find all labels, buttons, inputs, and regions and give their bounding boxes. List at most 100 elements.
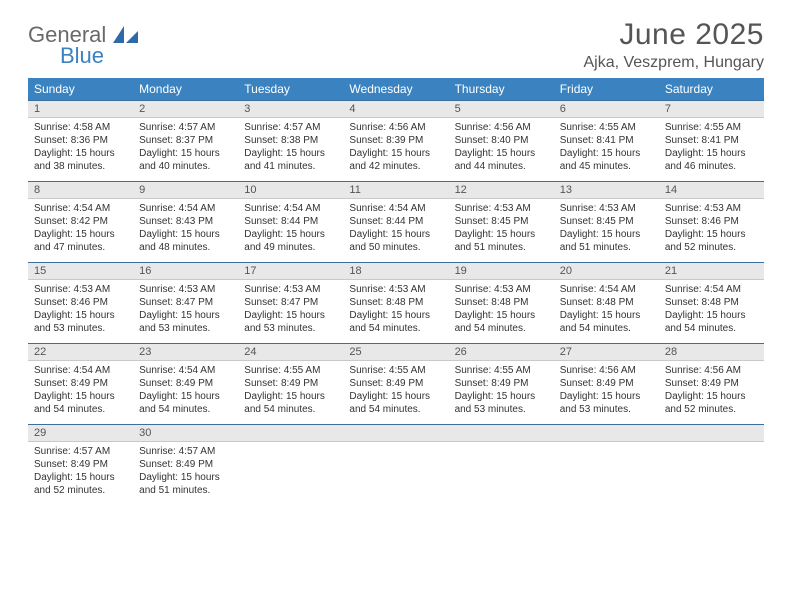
day-details: Sunrise: 4:56 AMSunset: 8:39 PMDaylight:… (343, 118, 448, 182)
day-number: 2 (133, 101, 238, 118)
empty-day-body (449, 442, 554, 506)
day-number: 24 (238, 344, 343, 361)
logo-sail-icon (113, 26, 139, 44)
day-details: Sunrise: 4:56 AMSunset: 8:40 PMDaylight:… (449, 118, 554, 182)
daylight-line: Daylight: 15 hours and 54 minutes. (139, 390, 232, 416)
day-details: Sunrise: 4:54 AMSunset: 8:44 PMDaylight:… (343, 199, 448, 263)
sunset-line: Sunset: 8:42 PM (34, 215, 127, 228)
sunset-line: Sunset: 8:46 PM (34, 296, 127, 309)
day-number: 17 (238, 263, 343, 280)
day-number: 1 (28, 101, 133, 118)
day-number: 5 (449, 101, 554, 118)
day-number: 27 (554, 344, 659, 361)
day-details: Sunrise: 4:54 AMSunset: 8:49 PMDaylight:… (133, 361, 238, 425)
day-details: Sunrise: 4:54 AMSunset: 8:48 PMDaylight:… (659, 280, 764, 344)
daylight-line: Daylight: 15 hours and 49 minutes. (244, 228, 337, 254)
weekday-header: Tuesday (238, 78, 343, 101)
empty-day-body (343, 442, 448, 506)
sunrise-line: Sunrise: 4:55 AM (349, 364, 442, 377)
day-body-row: Sunrise: 4:57 AMSunset: 8:49 PMDaylight:… (28, 442, 764, 506)
day-details: Sunrise: 4:53 AMSunset: 8:47 PMDaylight:… (238, 280, 343, 344)
sunrise-line: Sunrise: 4:53 AM (34, 283, 127, 296)
day-number: 25 (343, 344, 448, 361)
sunrise-line: Sunrise: 4:54 AM (139, 364, 232, 377)
day-number: 30 (133, 425, 238, 442)
day-number: 19 (449, 263, 554, 280)
sunrise-line: Sunrise: 4:54 AM (34, 202, 127, 215)
daylight-line: Daylight: 15 hours and 47 minutes. (34, 228, 127, 254)
daylight-line: Daylight: 15 hours and 54 minutes. (34, 390, 127, 416)
sunrise-line: Sunrise: 4:55 AM (560, 121, 653, 134)
day-number: 10 (238, 182, 343, 199)
day-number-row: 891011121314 (28, 182, 764, 199)
day-details: Sunrise: 4:55 AMSunset: 8:49 PMDaylight:… (343, 361, 448, 425)
day-number: 9 (133, 182, 238, 199)
day-number-row: 15161718192021 (28, 263, 764, 280)
header: General Blue June 2025 Ajka, Veszprem, H… (28, 18, 764, 72)
sunrise-line: Sunrise: 4:57 AM (139, 121, 232, 134)
day-body-row: Sunrise: 4:54 AMSunset: 8:49 PMDaylight:… (28, 361, 764, 425)
day-details: Sunrise: 4:54 AMSunset: 8:48 PMDaylight:… (554, 280, 659, 344)
day-number: 8 (28, 182, 133, 199)
sunrise-line: Sunrise: 4:54 AM (349, 202, 442, 215)
day-details: Sunrise: 4:53 AMSunset: 8:45 PMDaylight:… (449, 199, 554, 263)
calendar-table: SundayMondayTuesdayWednesdayThursdayFrid… (28, 78, 764, 505)
day-details: Sunrise: 4:53 AMSunset: 8:46 PMDaylight:… (28, 280, 133, 344)
sunset-line: Sunset: 8:49 PM (455, 377, 548, 390)
empty-day-body (554, 442, 659, 506)
day-details: Sunrise: 4:57 AMSunset: 8:37 PMDaylight:… (133, 118, 238, 182)
sunrise-line: Sunrise: 4:53 AM (244, 283, 337, 296)
logo-word-blue: Blue (60, 45, 139, 67)
day-details: Sunrise: 4:56 AMSunset: 8:49 PMDaylight:… (659, 361, 764, 425)
daylight-line: Daylight: 15 hours and 52 minutes. (665, 390, 758, 416)
sunset-line: Sunset: 8:38 PM (244, 134, 337, 147)
daylight-line: Daylight: 15 hours and 38 minutes. (34, 147, 127, 173)
sunset-line: Sunset: 8:49 PM (560, 377, 653, 390)
day-details: Sunrise: 4:57 AMSunset: 8:38 PMDaylight:… (238, 118, 343, 182)
empty-day-number (554, 425, 659, 442)
day-body-row: Sunrise: 4:58 AMSunset: 8:36 PMDaylight:… (28, 118, 764, 182)
weekday-header: Sunday (28, 78, 133, 101)
day-number-row: 22232425262728 (28, 344, 764, 361)
weekday-header: Thursday (449, 78, 554, 101)
daylight-line: Daylight: 15 hours and 54 minutes. (560, 309, 653, 335)
sunset-line: Sunset: 8:49 PM (244, 377, 337, 390)
sunset-line: Sunset: 8:48 PM (665, 296, 758, 309)
sunset-line: Sunset: 8:41 PM (560, 134, 653, 147)
daylight-line: Daylight: 15 hours and 51 minutes. (139, 471, 232, 497)
sunrise-line: Sunrise: 4:57 AM (244, 121, 337, 134)
sunset-line: Sunset: 8:45 PM (455, 215, 548, 228)
daylight-line: Daylight: 15 hours and 54 minutes. (349, 390, 442, 416)
daylight-line: Daylight: 15 hours and 53 minutes. (455, 390, 548, 416)
day-details: Sunrise: 4:55 AMSunset: 8:49 PMDaylight:… (449, 361, 554, 425)
day-number: 15 (28, 263, 133, 280)
weekday-header: Wednesday (343, 78, 448, 101)
daylight-line: Daylight: 15 hours and 42 minutes. (349, 147, 442, 173)
day-details: Sunrise: 4:54 AMSunset: 8:49 PMDaylight:… (28, 361, 133, 425)
day-number: 4 (343, 101, 448, 118)
day-details: Sunrise: 4:53 AMSunset: 8:46 PMDaylight:… (659, 199, 764, 263)
sunrise-line: Sunrise: 4:55 AM (455, 364, 548, 377)
day-details: Sunrise: 4:56 AMSunset: 8:49 PMDaylight:… (554, 361, 659, 425)
daylight-line: Daylight: 15 hours and 54 minutes. (665, 309, 758, 335)
sunrise-line: Sunrise: 4:53 AM (349, 283, 442, 296)
day-number: 14 (659, 182, 764, 199)
sunrise-line: Sunrise: 4:55 AM (244, 364, 337, 377)
sunset-line: Sunset: 8:49 PM (139, 458, 232, 471)
sunset-line: Sunset: 8:49 PM (34, 377, 127, 390)
daylight-line: Daylight: 15 hours and 45 minutes. (560, 147, 653, 173)
sunrise-line: Sunrise: 4:53 AM (455, 283, 548, 296)
empty-day-number (343, 425, 448, 442)
day-number: 21 (659, 263, 764, 280)
daylight-line: Daylight: 15 hours and 54 minutes. (244, 390, 337, 416)
sunrise-line: Sunrise: 4:58 AM (34, 121, 127, 134)
weekday-header-row: SundayMondayTuesdayWednesdayThursdayFrid… (28, 78, 764, 101)
day-details: Sunrise: 4:58 AMSunset: 8:36 PMDaylight:… (28, 118, 133, 182)
daylight-line: Daylight: 15 hours and 44 minutes. (455, 147, 548, 173)
location: Ajka, Veszprem, Hungary (583, 54, 764, 72)
day-number: 6 (554, 101, 659, 118)
day-body-row: Sunrise: 4:54 AMSunset: 8:42 PMDaylight:… (28, 199, 764, 263)
day-details: Sunrise: 4:55 AMSunset: 8:49 PMDaylight:… (238, 361, 343, 425)
day-details: Sunrise: 4:54 AMSunset: 8:43 PMDaylight:… (133, 199, 238, 263)
sunset-line: Sunset: 8:47 PM (244, 296, 337, 309)
